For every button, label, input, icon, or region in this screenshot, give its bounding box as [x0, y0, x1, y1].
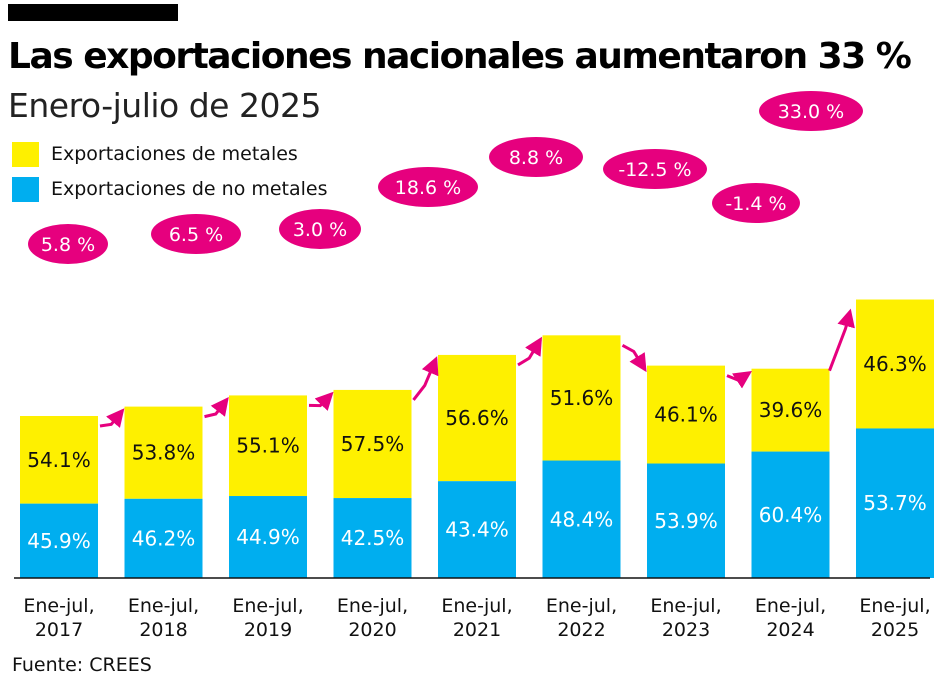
growth-label-5: -12.5 % — [618, 159, 691, 181]
label-metales-5: 51.6% — [550, 386, 614, 410]
chart-title: Las exportaciones nacionales aumentaron … — [8, 36, 912, 77]
bar-no-metales-3 — [333, 498, 412, 578]
label-no-metales-6: 53.9% — [654, 509, 718, 533]
bar-metales-0 — [20, 416, 98, 504]
xtick-label-4-line1: Ene-jul, — [441, 595, 512, 617]
legend-item-no-metales: Exportaciones de no metales — [12, 175, 328, 203]
label-metales-2: 55.1% — [236, 434, 300, 458]
growth-oval-3 — [378, 167, 478, 207]
growth-oval-1 — [151, 214, 241, 254]
label-metales-6: 46.1% — [654, 403, 718, 427]
growth-arrow-2 — [308, 391, 334, 411]
xtick-label-4-line2: 2021 — [453, 619, 501, 641]
chart-subtitle: Enero-julio de 2025 — [8, 86, 321, 125]
label-no-metales-5: 48.4% — [550, 507, 614, 531]
label-no-metales-8: 53.7% — [863, 491, 927, 515]
bar-no-metales-2 — [229, 496, 307, 578]
bar-no-metales-4 — [438, 481, 516, 578]
bar-metales-1 — [124, 406, 203, 499]
growth-label-3: 18.6 % — [395, 177, 461, 199]
bar-metales-2 — [229, 395, 307, 497]
xtick-label-1-line1: Ene-jul, — [128, 595, 199, 617]
bar-no-metales-1 — [124, 498, 203, 578]
legend-swatch-no-metales — [12, 176, 39, 202]
legend-item-metales: Exportaciones de metales — [12, 140, 298, 168]
label-metales-7: 39.6% — [759, 398, 823, 422]
growth-label-4: 8.8 % — [509, 147, 563, 169]
growth-label-7: 33.0 % — [778, 101, 844, 123]
bar-no-metales-5 — [542, 460, 621, 578]
xtick-label-2-line2: 2019 — [244, 619, 292, 641]
xtick-label-0-line2: 2017 — [35, 619, 83, 641]
growth-oval-7 — [759, 91, 863, 131]
label-no-metales-2: 44.9% — [236, 525, 300, 549]
label-metales-8: 46.3% — [863, 352, 927, 376]
source-note: Fuente: CREES — [12, 654, 152, 676]
bar-no-metales-0 — [20, 503, 98, 578]
growth-arrow-7 — [828, 308, 855, 372]
label-metales-0: 54.1% — [27, 448, 91, 472]
label-no-metales-0: 45.9% — [27, 529, 91, 553]
xtick-label-1-line2: 2018 — [139, 619, 187, 641]
xtick-label-3-line2: 2020 — [348, 619, 396, 641]
xtick-label-8-line2: 2025 — [871, 619, 919, 641]
growth-oval-6 — [712, 183, 800, 223]
xtick-label-5-line2: 2022 — [557, 619, 605, 641]
bar-metales-4 — [438, 354, 516, 482]
growth-arrow-5 — [621, 344, 647, 373]
label-metales-1: 53.8% — [132, 441, 196, 465]
label-metales-3: 57.5% — [341, 432, 405, 456]
xtick-label-3-line1: Ene-jul, — [337, 595, 408, 617]
top-accent-bar — [8, 4, 178, 21]
growth-arrow-1 — [204, 397, 229, 419]
xtick-label-8-line1: Ene-jul, — [859, 595, 930, 617]
growth-oval-2 — [279, 209, 361, 249]
legend-swatch-metales — [12, 141, 39, 167]
growth-arrow-0 — [99, 408, 125, 428]
label-no-metales-3: 42.5% — [341, 526, 405, 550]
bar-metales-5 — [542, 335, 621, 461]
bar-metales-7 — [751, 368, 830, 452]
bar-no-metales-7 — [751, 451, 830, 578]
xtick-label-6-line2: 2023 — [662, 619, 710, 641]
xtick-label-0-line1: Ene-jul, — [23, 595, 94, 617]
growth-oval-5 — [603, 149, 707, 189]
xtick-label-7-line1: Ene-jul, — [755, 595, 826, 617]
xtick-label-7-line2: 2024 — [766, 619, 814, 641]
legend-label-metales: Exportaciones de metales — [51, 143, 298, 165]
growth-oval-0 — [28, 224, 108, 264]
growth-arrow-3 — [412, 356, 439, 401]
growth-arrow-6 — [726, 371, 753, 389]
growth-label-1: 6.5 % — [169, 224, 223, 246]
label-no-metales-1: 46.2% — [132, 526, 196, 550]
bar-metales-8 — [856, 299, 934, 429]
label-metales-4: 56.6% — [445, 406, 509, 430]
label-no-metales-4: 43.4% — [445, 518, 509, 542]
xtick-label-2-line1: Ene-jul, — [232, 595, 303, 617]
growth-arrow-4 — [517, 336, 543, 367]
bar-no-metales-6 — [647, 463, 725, 578]
xtick-label-5-line1: Ene-jul, — [546, 595, 617, 617]
growth-label-2: 3.0 % — [293, 219, 347, 241]
xtick-label-6-line1: Ene-jul, — [650, 595, 721, 617]
growth-label-6: -1.4 % — [725, 193, 786, 215]
growth-label-0: 5.8 % — [41, 234, 95, 256]
bar-metales-3 — [333, 389, 412, 499]
bar-no-metales-8 — [856, 428, 934, 578]
legend-label-no-metales: Exportaciones de no metales — [51, 178, 328, 200]
growth-oval-4 — [489, 137, 583, 177]
label-no-metales-7: 60.4% — [759, 503, 823, 527]
bar-metales-6 — [647, 365, 725, 464]
